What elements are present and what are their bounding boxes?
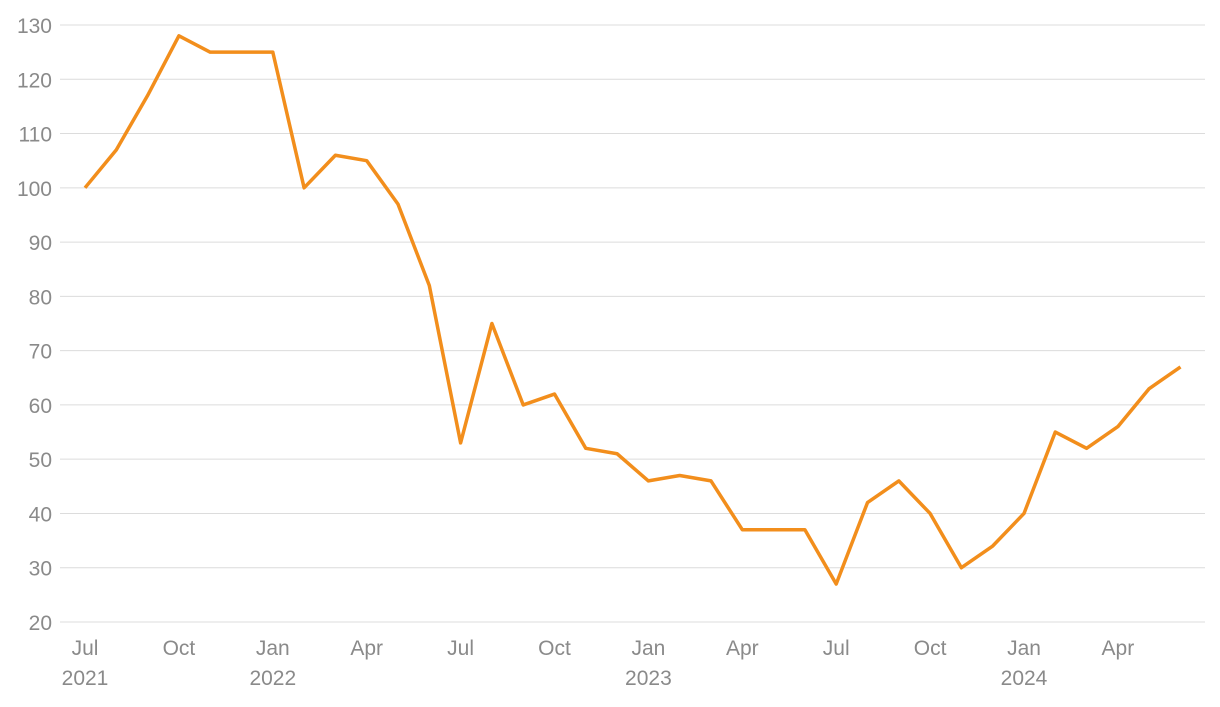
x-tick-label: Jan 2022 [249, 637, 296, 690]
x-tick-label-line: Jul [72, 637, 99, 660]
x-tick-label-line: Jul [447, 637, 474, 660]
x-tick-label: Apr [350, 637, 383, 660]
x-tick-label-line: Jan [256, 637, 290, 660]
x-tick-label: Jul [447, 637, 474, 660]
x-tick-label-line: Jan [631, 637, 665, 660]
x-tick-label-line: Oct [163, 637, 196, 660]
y-tick-label: 100 [17, 178, 52, 201]
x-tick-label: Jul [823, 637, 850, 660]
x-tick-label-line: 2021 [62, 667, 109, 690]
x-tick-label: Jan 2024 [1001, 637, 1048, 690]
x-tick-label-line: Apr [1102, 637, 1135, 660]
x-tick-label-line: 2023 [625, 667, 672, 690]
y-tick-label: 60 [29, 395, 52, 418]
x-tick-label: Oct [538, 637, 571, 660]
y-tick-label: 50 [29, 449, 52, 472]
x-tick-label-line: Jan [1007, 637, 1041, 660]
y-tick-label: 110 [19, 124, 52, 147]
x-tick-label-line: Jul [823, 637, 850, 660]
x-tick-label-line: Apr [726, 637, 759, 660]
y-tick-label: 120 [17, 69, 52, 92]
y-tick-label: 90 [29, 232, 52, 255]
x-tick-label-line: Oct [538, 637, 571, 660]
x-tick-label: Jan 2023 [625, 637, 672, 690]
y-tick-label: 70 [29, 341, 52, 364]
x-tick-label: Apr [1102, 637, 1135, 660]
y-tick-label: 130 [17, 15, 52, 38]
y-tick-label: 40 [29, 503, 52, 526]
y-tick-label: 30 [29, 558, 52, 581]
x-tick-label: Apr [726, 637, 759, 660]
x-tick-label-line: Apr [350, 637, 383, 660]
x-tick-label-line: 2024 [1001, 667, 1048, 690]
y-tick-label: 80 [29, 286, 52, 309]
x-tick-label-line: Oct [914, 637, 947, 660]
y-tick-label: 20 [29, 612, 52, 635]
x-tick-label-line: 2022 [249, 667, 296, 690]
x-tick-label: Jul 2021 [62, 637, 109, 690]
x-tick-label: Oct [914, 637, 947, 660]
series-line [83, 34, 1182, 586]
x-tick-label: Oct [163, 637, 196, 660]
